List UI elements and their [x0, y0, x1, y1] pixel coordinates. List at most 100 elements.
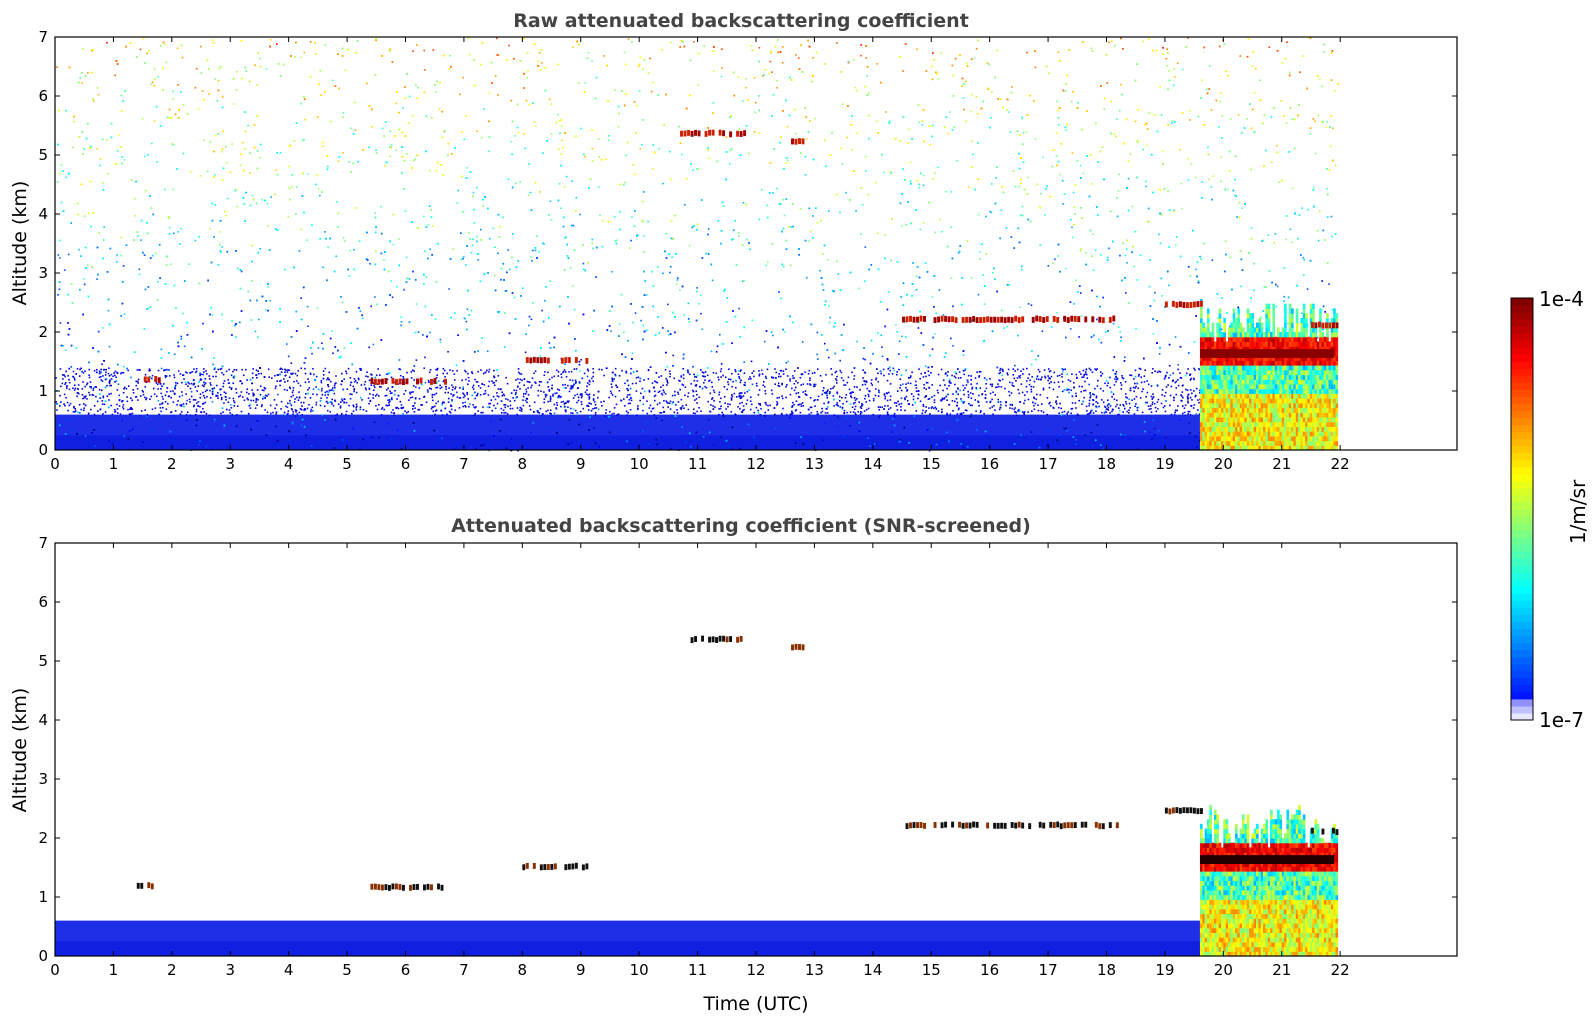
layer	[543, 357, 547, 363]
layer	[1000, 822, 1004, 829]
layer	[718, 635, 722, 642]
layer	[739, 131, 743, 137]
layer	[412, 884, 416, 890]
x-tick-label: 13	[805, 455, 824, 473]
colorbar-band	[1511, 614, 1533, 623]
x-tick-label: 1	[109, 961, 119, 979]
layer	[912, 316, 916, 323]
layer	[975, 317, 979, 323]
layer	[722, 130, 726, 137]
x-tick-label: 8	[518, 455, 528, 473]
x-tick-label: 5	[342, 961, 352, 979]
layer	[986, 316, 990, 323]
boundary-layer-core	[55, 435, 1200, 450]
layer	[951, 316, 955, 323]
layer	[1066, 317, 1070, 324]
layer	[1199, 808, 1203, 814]
colorbar-band	[1511, 677, 1533, 686]
layer	[370, 883, 374, 890]
layer	[391, 883, 395, 890]
layer	[525, 357, 529, 363]
layer	[940, 315, 944, 322]
x-tick-label: 6	[401, 961, 411, 979]
layer	[1328, 322, 1332, 329]
layer	[919, 315, 923, 322]
colorbar-band	[1511, 473, 1533, 482]
layer	[1189, 302, 1193, 308]
colorbar-band	[1511, 544, 1533, 552]
colorbar-band	[1511, 684, 1533, 693]
layer	[947, 316, 951, 323]
layer	[539, 864, 543, 871]
layer	[739, 635, 743, 642]
layer	[1063, 822, 1067, 829]
x-tick-label: 16	[980, 961, 999, 979]
x-tick-label: 10	[630, 961, 649, 979]
x-tick-label: 9	[576, 455, 586, 473]
layer	[972, 821, 976, 828]
layer	[444, 378, 447, 385]
layer	[1098, 823, 1102, 830]
layer	[430, 884, 433, 891]
layer	[585, 357, 589, 364]
layer	[370, 378, 374, 385]
colorbar-band	[1511, 459, 1533, 468]
layer	[401, 379, 405, 386]
layer	[585, 863, 589, 870]
layer	[539, 357, 543, 364]
colorbar-band	[1511, 438, 1533, 447]
layer	[736, 636, 740, 643]
layer	[1101, 317, 1105, 324]
layer	[736, 130, 740, 137]
layer	[1035, 315, 1039, 322]
layer	[1175, 302, 1179, 308]
layer	[423, 884, 426, 891]
x-tick-label: 7	[459, 455, 469, 473]
colorbar-band	[1511, 431, 1533, 440]
x-tick-label: 5	[342, 455, 352, 473]
x-tick-label: 17	[1039, 455, 1058, 473]
layer	[401, 884, 405, 891]
colorbar-band	[1511, 516, 1533, 524]
layer	[1324, 322, 1328, 329]
layer	[1192, 301, 1196, 308]
layer	[982, 316, 986, 323]
x-tick-label: 19	[1155, 455, 1174, 473]
layer	[416, 378, 419, 385]
layer	[711, 129, 715, 136]
layer	[529, 357, 533, 364]
layer	[384, 378, 388, 384]
layer	[715, 637, 719, 643]
raw-heatmap	[55, 37, 1339, 452]
layer	[553, 863, 557, 870]
layer	[1189, 807, 1193, 814]
colorbar-band	[1511, 628, 1533, 637]
layer	[525, 862, 529, 869]
layer	[1314, 322, 1318, 329]
layer	[416, 883, 419, 890]
layer	[1080, 821, 1084, 828]
layer	[1171, 807, 1175, 814]
x-tick-label: 22	[1331, 455, 1350, 473]
layer	[1199, 855, 1335, 864]
x-tick-label: 16	[980, 455, 999, 473]
layer	[1017, 821, 1021, 828]
layer	[979, 317, 983, 323]
y-tick-label: 0	[38, 947, 48, 965]
layer	[394, 883, 398, 890]
y-tick-label: 0	[38, 441, 48, 459]
layer	[1199, 349, 1335, 358]
colorbar-band	[1511, 445, 1533, 454]
colorbar-band	[1511, 403, 1533, 412]
layer	[1321, 322, 1325, 329]
raw-panel-title: Raw attenuated backscattering coefficien…	[513, 10, 969, 32]
x-tick-label: 20	[1214, 455, 1233, 473]
x-tick-label: 3	[225, 961, 235, 979]
layer	[912, 822, 916, 828]
colorbar-band	[1511, 375, 1533, 383]
colorbar-band	[1511, 501, 1533, 510]
layer	[743, 130, 747, 137]
colorbar-band	[1511, 340, 1533, 348]
colorbar-band	[1511, 635, 1533, 644]
colorbar-band	[1511, 326, 1533, 334]
